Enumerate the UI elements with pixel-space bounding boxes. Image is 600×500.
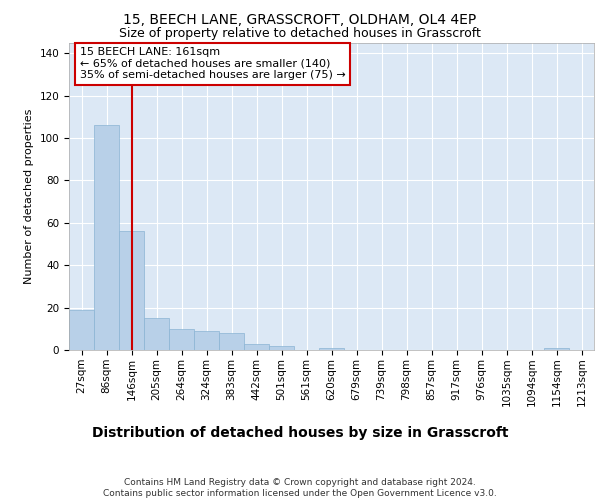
Bar	[544, 348, 569, 350]
Text: Size of property relative to detached houses in Grasscroft: Size of property relative to detached ho…	[119, 28, 481, 40]
Bar	[219, 333, 244, 350]
Text: Contains HM Land Registry data © Crown copyright and database right 2024.
Contai: Contains HM Land Registry data © Crown c…	[103, 478, 497, 498]
Bar	[119, 231, 144, 350]
Bar	[319, 348, 344, 350]
Text: 15, BEECH LANE, GRASSCROFT, OLDHAM, OL4 4EP: 15, BEECH LANE, GRASSCROFT, OLDHAM, OL4 …	[124, 12, 476, 26]
Text: 15 BEECH LANE: 161sqm
← 65% of detached houses are smaller (140)
35% of semi-det: 15 BEECH LANE: 161sqm ← 65% of detached …	[79, 47, 345, 80]
Bar	[169, 329, 194, 350]
Text: Distribution of detached houses by size in Grasscroft: Distribution of detached houses by size …	[92, 426, 508, 440]
Bar	[244, 344, 269, 350]
Bar	[94, 125, 119, 350]
Bar	[144, 318, 169, 350]
Bar	[269, 346, 294, 350]
Bar	[69, 310, 94, 350]
Y-axis label: Number of detached properties: Number of detached properties	[24, 108, 34, 284]
Bar	[194, 331, 219, 350]
